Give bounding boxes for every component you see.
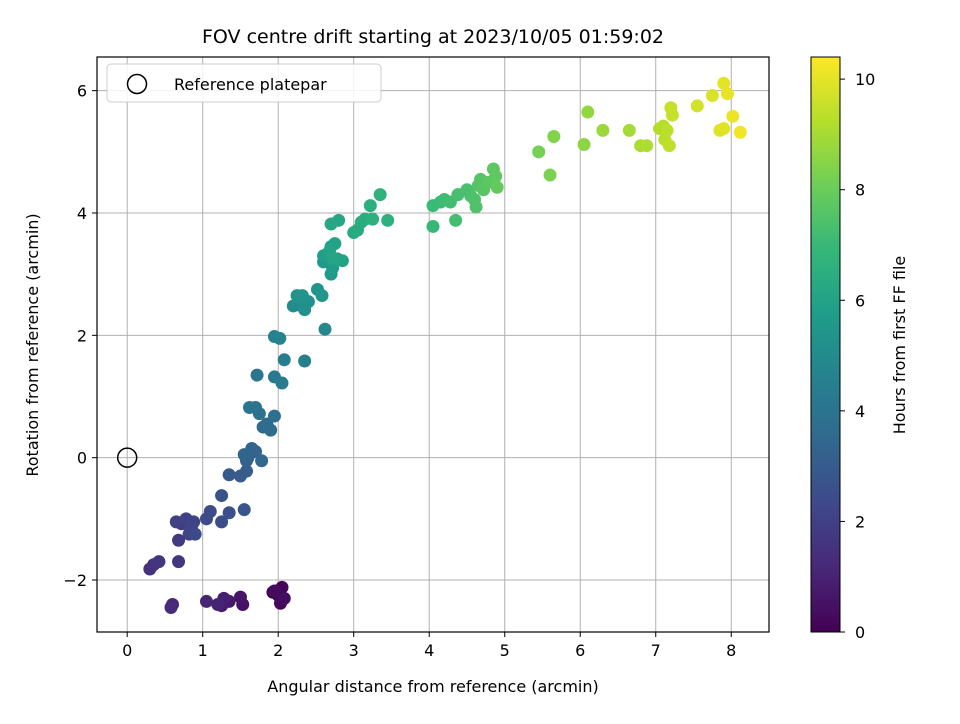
colorbar-gradient — [810, 56, 841, 633]
data-point — [596, 123, 610, 137]
data-point — [169, 515, 183, 529]
y-tick-label: 4 — [77, 204, 87, 223]
data-point — [733, 125, 747, 139]
legend: Reference platepar — [106, 63, 382, 103]
y-tick-label: −2 — [63, 571, 87, 590]
data-point — [726, 109, 740, 123]
data-point — [543, 168, 557, 182]
data-point — [267, 409, 281, 423]
data-point — [222, 468, 236, 482]
data-point — [199, 594, 213, 608]
colorbar-tick-label: 0 — [855, 623, 865, 642]
data-point — [717, 122, 731, 136]
data-point — [222, 506, 236, 520]
data-point — [215, 515, 229, 529]
x-tick-label: 1 — [198, 641, 208, 660]
x-axis-label: Angular distance from reference (arcmin) — [267, 677, 598, 696]
y-tick-label: 6 — [77, 82, 87, 101]
data-point — [690, 99, 704, 113]
data-point — [366, 212, 380, 226]
y-tick-label: 2 — [77, 326, 87, 345]
colorbar: 0 2 4 6 8 10 Hours from first FF file — [810, 56, 909, 642]
data-point — [267, 584, 281, 598]
x-tick-label: 6 — [575, 641, 585, 660]
data-point — [705, 89, 719, 103]
data-point — [315, 289, 329, 303]
data-point — [275, 376, 289, 390]
data-point — [240, 464, 254, 478]
x-tick-label: 5 — [500, 641, 510, 660]
colorbar-tick-label: 8 — [855, 181, 865, 200]
data-point — [469, 200, 483, 214]
data-point — [152, 555, 166, 569]
colorbar-tick-label: 4 — [855, 402, 865, 421]
reference-point — [116, 447, 138, 468]
data-point — [547, 130, 561, 144]
grid-lines — [97, 57, 769, 632]
legend-label: Reference platepar — [174, 75, 327, 94]
data-point — [577, 137, 591, 151]
data-point — [233, 590, 247, 604]
data-point — [363, 199, 377, 213]
data-point — [426, 219, 440, 233]
data-point — [720, 87, 734, 101]
reference-marker — [116, 447, 138, 468]
x-tick-label: 2 — [273, 641, 283, 660]
data-point — [318, 322, 332, 336]
data-point — [489, 169, 503, 183]
data-point — [490, 180, 504, 194]
data-point — [203, 504, 217, 518]
x-axis-ticks: 0 1 2 3 4 5 6 7 8 — [122, 632, 736, 660]
plot-frame — [96, 56, 770, 633]
data-point — [373, 188, 387, 202]
x-tick-label: 3 — [349, 641, 359, 660]
data-point — [640, 139, 654, 153]
colorbar-label: Hours from first FF file — [890, 256, 909, 435]
colorbar-tick-label: 10 — [855, 70, 875, 89]
data-point — [188, 527, 202, 541]
x-tick-label: 0 — [122, 641, 132, 660]
data-point — [237, 503, 251, 517]
y-axis-label: Rotation from reference (arcmin) — [23, 213, 42, 476]
data-point — [250, 368, 264, 382]
data-point — [449, 213, 463, 227]
data-point — [264, 423, 278, 437]
data-point — [277, 591, 291, 605]
data-point — [172, 533, 186, 547]
data-point — [381, 213, 395, 227]
y-tick-label: 0 — [77, 449, 87, 468]
data-point — [581, 105, 595, 119]
data-point — [660, 123, 674, 137]
data-point — [622, 123, 636, 137]
chart-title: FOV centre drift starting at 2023/10/05 … — [202, 26, 664, 48]
data-point — [164, 601, 178, 615]
x-tick-label: 4 — [424, 641, 434, 660]
data-point — [249, 445, 263, 459]
data-point — [717, 76, 731, 90]
data-point — [215, 489, 229, 503]
data-point — [324, 217, 338, 231]
colorbar-tick-label: 2 — [855, 512, 865, 531]
data-point — [665, 108, 679, 122]
y-axis-ticks: −2 0 2 4 6 — [63, 82, 97, 590]
data-point — [255, 454, 269, 468]
data-point — [662, 139, 676, 153]
x-tick-label: 8 — [726, 641, 736, 660]
data-point — [243, 401, 257, 415]
data-point — [277, 353, 291, 367]
data-point — [172, 555, 186, 569]
data-point — [326, 252, 340, 266]
x-tick-label: 7 — [651, 641, 661, 660]
colorbar-tick-label: 6 — [855, 291, 865, 310]
legend-marker-hollow-circle — [126, 73, 148, 95]
data-point — [532, 145, 546, 159]
data-point — [295, 289, 309, 303]
data-point — [298, 354, 312, 368]
data-point — [273, 331, 287, 345]
data-points — [143, 76, 747, 615]
data-point — [211, 597, 225, 611]
legend-box — [106, 63, 382, 103]
colorbar-ticks: 0 2 4 6 8 10 — [840, 70, 875, 642]
